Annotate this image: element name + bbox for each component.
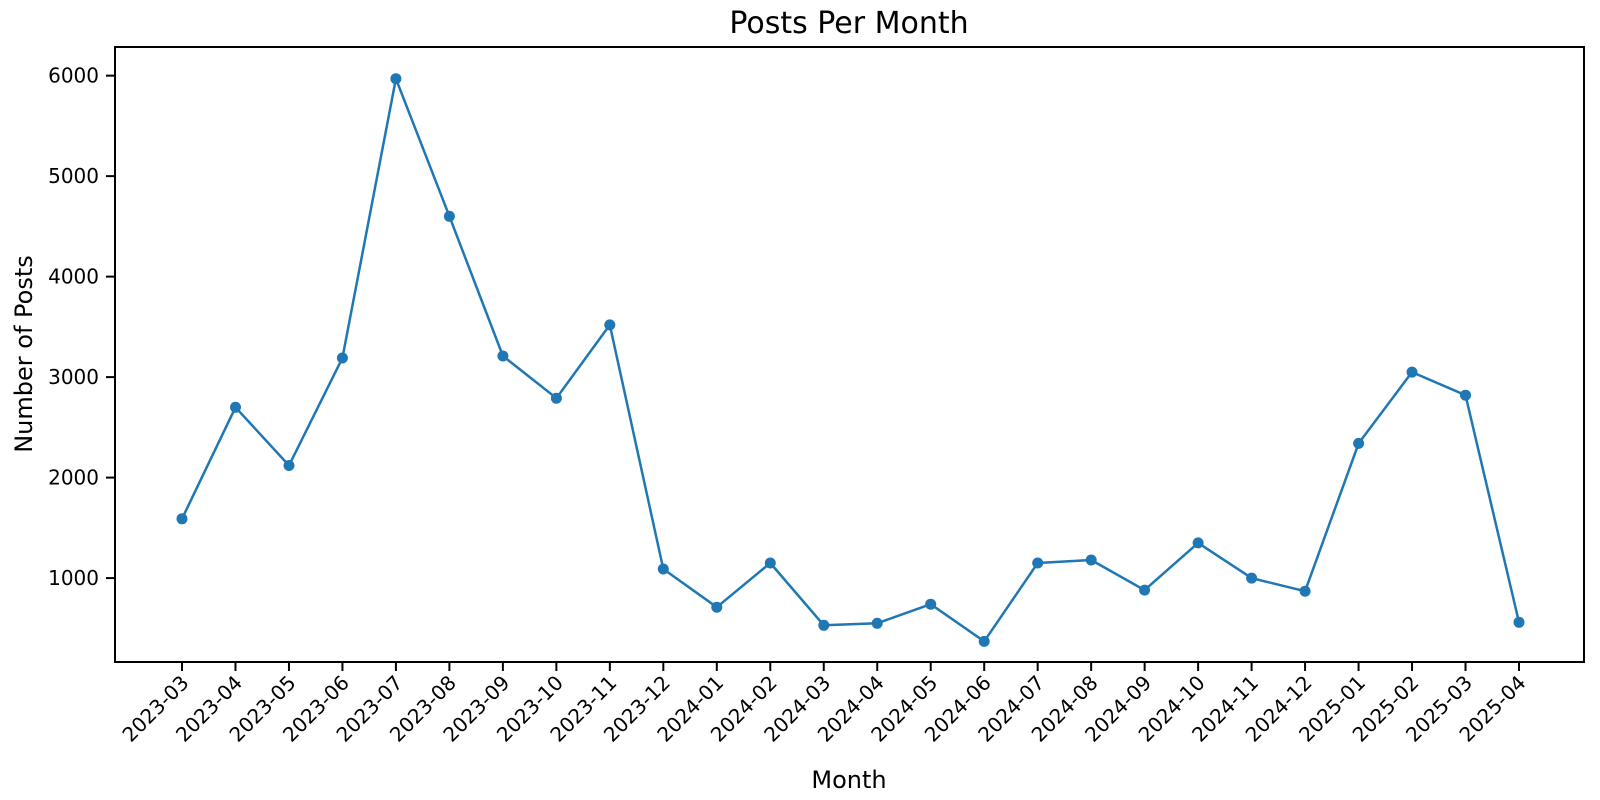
- data-point: [283, 460, 295, 471]
- data-point: [1460, 389, 1471, 401]
- series-line: [180, 77, 1521, 643]
- plot-area-border: [114, 46, 1585, 663]
- data-point: [550, 392, 562, 404]
- data-point: [657, 563, 669, 575]
- chart-title: Posts Per Month: [729, 6, 968, 41]
- x-axis-ticks: 2023-032023-042023-052023-062023-072023-…: [117, 662, 1531, 747]
- y-tick-label: 6000: [48, 64, 99, 88]
- y-axis-label: Number of Posts: [10, 255, 38, 453]
- data-point: [1085, 554, 1097, 566]
- data-point: [176, 513, 188, 525]
- data-point: [764, 557, 776, 569]
- data-point: [711, 601, 723, 613]
- data-point: [871, 617, 883, 629]
- y-tick-label: 5000: [48, 164, 99, 188]
- data-point: [230, 401, 241, 413]
- data-point: [925, 598, 937, 610]
- y-tick-label: 3000: [48, 365, 99, 389]
- data-point: [1032, 557, 1044, 569]
- data-point: [978, 635, 990, 647]
- data-point: [1192, 537, 1204, 549]
- x-axis-label: Month: [811, 766, 886, 794]
- data-point: [604, 319, 616, 331]
- data-point: [1513, 616, 1525, 628]
- data-point: [1406, 366, 1418, 378]
- data-point: [818, 619, 830, 631]
- y-tick-label: 2000: [48, 466, 99, 490]
- data-point: [336, 352, 348, 364]
- data-point: [497, 350, 509, 362]
- y-axis-ticks: 1000 2000 3000 4000 5000 6000: [48, 64, 115, 590]
- data-series: [176, 73, 1525, 647]
- y-tick-label: 4000: [48, 265, 99, 289]
- data-point: [1246, 572, 1258, 584]
- data-point: [390, 73, 402, 85]
- data-point: [1353, 437, 1365, 449]
- data-point: [1299, 585, 1311, 597]
- y-tick-label: 1000: [48, 566, 99, 590]
- data-point: [443, 210, 455, 222]
- data-point: [1139, 584, 1151, 596]
